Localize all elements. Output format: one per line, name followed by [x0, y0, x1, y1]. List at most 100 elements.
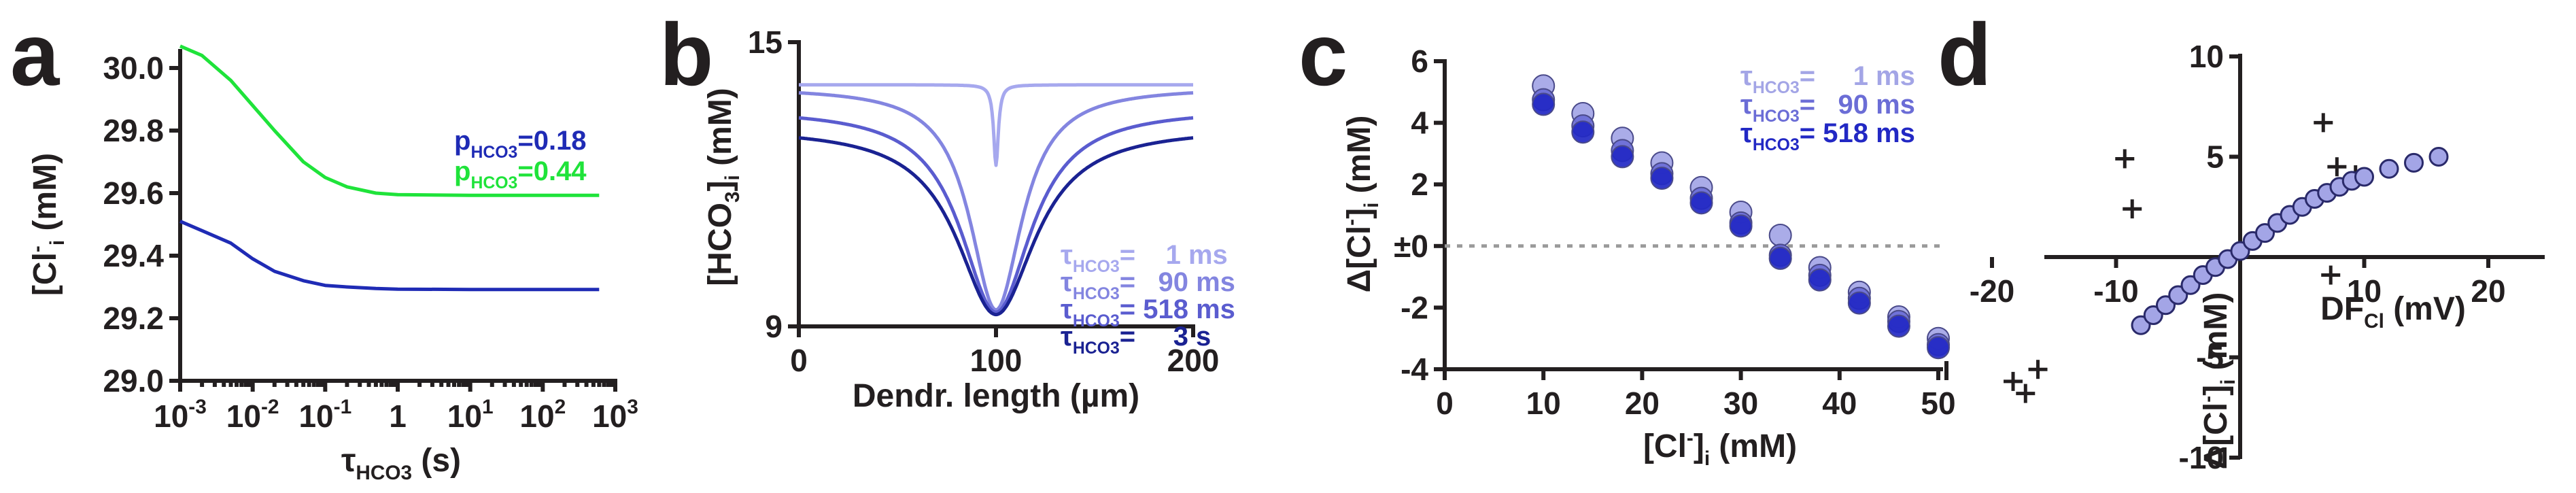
a-x-tick-exp: 3 — [627, 396, 638, 418]
c-point-2 — [1847, 291, 1871, 315]
c-x-label: [Cl-]i (mM) — [1643, 427, 1797, 470]
b-x-label: Dendr. length (µm) — [853, 378, 1139, 414]
d-x-tick-label: -10 — [2093, 273, 2138, 309]
c-x-label-part-2: ] — [1694, 428, 1704, 464]
c-legend-entry-2-part-0: τ — [1740, 118, 1753, 148]
c-x-tick-label: 20 — [1625, 386, 1660, 421]
panel-d-chart: -20 -10 10 20 -10 -5 5 10 Δ[Cl-]i (mM) DFCl (mV) — [1970, 39, 2545, 475]
d-y-label-part-3: i — [2217, 379, 2239, 385]
panel-a-chart: 29.029.229.429.629.830.010-3 10-2 10-1 1 101… — [26, 44, 638, 484]
a-x-tick-exp: -1 — [334, 396, 352, 418]
a-x-tick-base: 10 — [226, 398, 261, 434]
c-legend-entry-0-part-2: = 1 ms — [1800, 61, 1915, 91]
panel-letter-d: d — [1938, 5, 1991, 104]
a-legend-entry-1: pHCO3=0.44 — [454, 156, 587, 192]
a-legend-entry-1-part-1: HCO3 — [470, 174, 517, 192]
c-point-2 — [1729, 214, 1753, 238]
c-y-tick-label: ±0 — [1394, 228, 1428, 264]
c-legend-entry-1-part-1: HCO3 — [1753, 107, 1800, 126]
c-point-2 — [1887, 314, 1910, 338]
c-point-2 — [1808, 268, 1832, 292]
b-x-tick-label: 100 — [970, 343, 1023, 378]
d-cross-marker — [2327, 157, 2347, 177]
c-x-tick-label: 0 — [1436, 386, 1454, 421]
d-y-label-part-4: (mM) — [2198, 292, 2234, 379]
b-y-tick-label: 9 — [765, 309, 783, 344]
b-legend-entry-1-part-0: τ — [1061, 267, 1073, 297]
a-y-label-part-3: (mM) — [27, 153, 63, 240]
d-circle-point — [2404, 152, 2424, 173]
a-x-tick-label: 102 — [519, 396, 566, 434]
c-x-label-part-0: [Cl — [1643, 428, 1687, 464]
c-y-tick-label: 4 — [1411, 105, 1428, 141]
a-x-label-part-0: τ — [341, 443, 356, 479]
c-x-label-part-1: - — [1687, 427, 1694, 449]
panel-letter-b: b — [659, 5, 713, 104]
d-y-label-part-0: Δ[Cl — [2198, 403, 2234, 469]
c-legend-entry-1-part-0: τ — [1740, 90, 1753, 120]
c-legend-entry-1-part-2: = 90 ms — [1800, 90, 1915, 120]
a-x-tick-label: 10-3 — [154, 396, 207, 434]
a-y-label: [Cl-i (mM) — [26, 153, 69, 296]
b-legend-entry-2: τHCO3= 518 ms — [1061, 294, 1235, 330]
a-x-tick-label: 103 — [592, 396, 638, 434]
d-circle-point — [2379, 158, 2399, 179]
b-legend-entry-0: τHCO3= 1 ms — [1061, 240, 1228, 276]
c-y-tick-label: 6 — [1411, 44, 1428, 79]
c-point-2 — [1689, 191, 1713, 215]
a-legend-entry-1-part-2: =0.44 — [517, 156, 587, 186]
a-x-tick-base: 1 — [389, 398, 407, 434]
d-cross-marker — [2115, 149, 2135, 169]
c-legend-entry-2: τHCO3= 518 ms — [1740, 118, 1915, 154]
c-legend-entry-1: τHCO3= 90 ms — [1740, 90, 1915, 126]
c-x-label-part-4: (mM) — [1710, 428, 1797, 464]
c-y-label-part-0: Δ[Cl — [1341, 226, 1377, 292]
d-cross-marker — [2028, 360, 2048, 379]
c-legend-entry-2-part-2: = 518 ms — [1800, 118, 1915, 148]
a-y-tick-label: 29.4 — [103, 238, 164, 273]
a-x-tick-label: 1 — [389, 398, 407, 434]
b-legend-entry-0-part-0: τ — [1061, 240, 1073, 270]
c-x-tick-label: 50 — [1921, 386, 1955, 421]
d-y-label-part-1: - — [2197, 396, 2219, 403]
a-x-tick-label: 101 — [447, 396, 494, 434]
c-y-label-part-3: i — [1360, 203, 1383, 208]
a-y-tick-label: 29.8 — [103, 113, 164, 148]
d-x-label-part-0: DF — [2320, 291, 2364, 327]
b-series-line-2 — [798, 116, 1195, 314]
c-legend-entry-0-part-1: HCO3 — [1753, 79, 1800, 97]
a-x-tick-exp: 2 — [555, 396, 566, 418]
a-y-label-part-1: - — [26, 245, 48, 252]
d-cross-marker — [2123, 199, 2142, 219]
c-x-tick-label: 30 — [1723, 386, 1758, 421]
a-x-tick-label: 10-1 — [298, 396, 351, 434]
a-x-tick-base: 10 — [154, 398, 188, 434]
c-legend-entry-2-part-1: HCO3 — [1753, 136, 1800, 154]
c-y-tick-label: 2 — [1411, 167, 1428, 202]
c-point-2 — [1927, 336, 1950, 360]
c-y-label-part-2: ] — [1341, 208, 1377, 219]
b-y-label-part-3: i — [721, 175, 744, 180]
c-y-tick-label: -4 — [1401, 352, 1428, 387]
c-x-tick-label: 40 — [1822, 386, 1857, 421]
a-y-label-part-2: i — [46, 240, 69, 245]
d-y-tick-label: 5 — [2206, 139, 2224, 175]
b-legend-entry-2-part-2: = 518 ms — [1120, 294, 1235, 324]
a-x-tick-base: 10 — [298, 398, 333, 434]
d-cross-marker — [2314, 113, 2333, 133]
b-legend-entry-2-part-1: HCO3 — [1073, 312, 1120, 330]
b-y-label-part-1: 3 — [721, 192, 744, 203]
b-x-tick-label: 0 — [790, 343, 808, 378]
c-point-2 — [1571, 120, 1595, 144]
d-x-tick-label: 10 — [2347, 273, 2382, 309]
b-y-label-part-4: (mM) — [702, 88, 738, 175]
b-series-line-1 — [798, 91, 1195, 312]
d-x-label-part-2: (mV) — [2384, 291, 2466, 327]
a-x-tick-exp: -2 — [261, 396, 279, 418]
b-series-line-3 — [798, 136, 1195, 317]
c-point-2 — [1532, 92, 1556, 116]
a-y-tick-label: 29.6 — [103, 175, 164, 211]
b-x-tick-label: 200 — [1167, 343, 1220, 378]
d-circle-point — [2354, 167, 2374, 187]
